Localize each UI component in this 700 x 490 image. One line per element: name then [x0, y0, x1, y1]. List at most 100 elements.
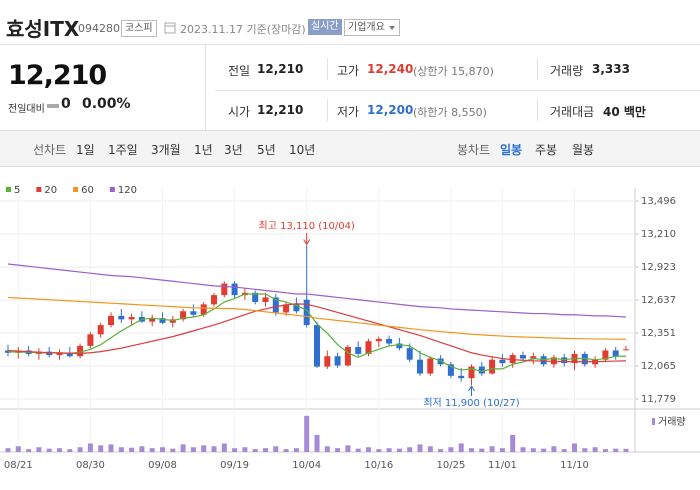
- x-tick-label: 09/19: [220, 460, 249, 471]
- period-tab[interactable]: 3년: [224, 143, 243, 157]
- candle-tab[interactable]: 월봉: [572, 143, 595, 157]
- volume-bar: [293, 448, 299, 452]
- legend-label: 60: [81, 185, 94, 196]
- candle-tab[interactable]: 주봉: [535, 143, 558, 157]
- candle-body: [211, 295, 217, 305]
- candle-body: [396, 343, 403, 349]
- low-value: 12,200: [367, 103, 414, 117]
- candle-body: [200, 304, 207, 315]
- high-annotation: 최고 13,110 (10/04): [259, 220, 355, 232]
- volume-bar: [386, 448, 392, 452]
- period-tab[interactable]: 3개월: [151, 143, 181, 157]
- period-tab[interactable]: 10년: [289, 143, 316, 157]
- volume-bar: [613, 448, 619, 452]
- volume-bar: [77, 447, 83, 452]
- dropdown-arrow: [388, 26, 395, 33]
- candle-body: [56, 352, 63, 356]
- open-label: 시가: [228, 105, 251, 119]
- company-button[interactable]: 기업개요: [344, 19, 400, 36]
- legend-swatch: [6, 187, 11, 192]
- candle-body: [221, 283, 228, 296]
- x-tick-label: 11/01: [488, 460, 517, 471]
- change-value: 0: [61, 96, 71, 112]
- candle-body: [87, 334, 94, 346]
- period-tab[interactable]: 1일: [76, 143, 95, 157]
- prev-label: 전일: [228, 64, 251, 78]
- candle-body: [128, 317, 135, 320]
- volume-bar: [376, 449, 382, 452]
- realtime-button[interactable]: 실시간: [308, 19, 342, 35]
- stock-name: 효성ITX: [6, 17, 80, 41]
- volume-bar: [118, 447, 124, 452]
- period-tab[interactable]: 5년: [257, 143, 276, 157]
- candle-body: [262, 297, 269, 303]
- volume-bar: [324, 446, 330, 452]
- candle-body: [118, 315, 125, 320]
- volume-bar: [479, 448, 485, 452]
- volume-bar: [602, 449, 608, 452]
- low-label: 저가: [337, 105, 360, 119]
- legend-swatch: [73, 187, 79, 192]
- volume-bar: [335, 448, 341, 452]
- candle-body: [386, 338, 393, 344]
- volume-bar: [211, 446, 217, 452]
- volume-bar: [417, 444, 423, 452]
- prev-value: 12,210: [257, 62, 304, 76]
- candle-body: [602, 350, 609, 360]
- candle-body: [520, 355, 526, 359]
- volume-bar: [190, 447, 196, 452]
- candle-body: [149, 318, 156, 322]
- high-value: 12,240: [367, 62, 414, 76]
- candle-body: [314, 325, 320, 367]
- volume-bar: [448, 447, 454, 452]
- candle-body: [108, 315, 114, 326]
- volume-bar: [427, 446, 433, 452]
- current-price: 12,210: [8, 60, 107, 91]
- volume-bar: [87, 443, 93, 452]
- candle-body: [159, 318, 166, 323]
- volume-legend: 거래량: [658, 416, 686, 428]
- candle-body: [375, 338, 382, 342]
- volume-bar: [355, 448, 361, 452]
- volume-bar: [129, 447, 135, 452]
- legend-label: 5: [14, 185, 20, 196]
- volume-bar: [26, 449, 32, 452]
- amount-value: 40 백만: [603, 105, 646, 119]
- candle-body: [180, 311, 187, 320]
- candle-body: [623, 349, 629, 351]
- volume-bar: [139, 446, 145, 452]
- y-tick-label: 12,065: [641, 361, 676, 372]
- high-label: 고가: [337, 64, 360, 78]
- volume-bar: [273, 446, 279, 452]
- candle-tab[interactable]: 일봉: [500, 143, 523, 157]
- volume-bar: [180, 444, 186, 452]
- x-tick-label: 09/08: [148, 460, 177, 471]
- candle-body: [458, 375, 465, 379]
- period-tab[interactable]: 1주일: [108, 143, 138, 157]
- volume-bar: [232, 448, 238, 452]
- x-tick-label: 08/21: [4, 460, 33, 471]
- candle-body: [447, 364, 454, 376]
- volume-bar: [242, 447, 248, 452]
- candle-body: [499, 359, 506, 364]
- candle-body: [489, 359, 496, 374]
- ma-line: [7, 263, 627, 318]
- volume-bar: [46, 448, 52, 452]
- flat-icon: [47, 104, 59, 108]
- volume-bar: [345, 445, 351, 452]
- legend-swatch: [36, 187, 42, 192]
- volume-bar: [489, 446, 495, 452]
- candle-body: [66, 352, 73, 357]
- volume-bar: [160, 447, 165, 452]
- volume-bar: [582, 448, 588, 452]
- candle-body: [252, 292, 259, 303]
- stock-code: 094280: [78, 22, 120, 35]
- candle-body: [612, 350, 619, 357]
- candle-body: [417, 359, 423, 374]
- legend-label: 20: [44, 185, 57, 196]
- volume-bar: [201, 445, 207, 452]
- candle-body: [272, 297, 279, 313]
- volume-bar: [304, 415, 310, 452]
- period-tab[interactable]: 1년: [194, 143, 213, 157]
- candle-body: [478, 366, 485, 374]
